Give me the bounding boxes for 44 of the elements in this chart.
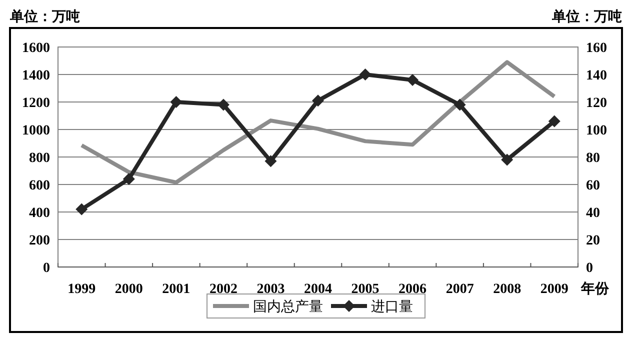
point (359, 68, 372, 80)
point (501, 154, 514, 166)
x-tick-label: 2000 (114, 282, 143, 297)
y-tick-label: 600 (29, 178, 50, 194)
point (264, 155, 277, 168)
y2-axis-title: 单位：万吨 (551, 9, 622, 25)
y2-tick-label: 120 (586, 96, 607, 111)
x-tick-label: 1999 (68, 282, 96, 297)
legend-label: 进口量 (371, 299, 413, 315)
y2-tick-label: 60 (586, 178, 600, 194)
point (312, 94, 324, 107)
legend-label: 国内总产量 (253, 299, 323, 315)
y2-tick-label: 40 (586, 206, 600, 221)
x-tick-label: 2004 (304, 282, 332, 297)
y2-tick-label: 140 (586, 68, 607, 84)
x-tick-label: 2002 (209, 282, 238, 297)
x-tick-label: 2001 (162, 282, 190, 297)
y-tick-label: 1200 (22, 96, 50, 111)
y2-tick-label: 80 (586, 151, 600, 166)
point (548, 115, 560, 128)
point (170, 96, 182, 108)
y-tick-label: 400 (29, 206, 50, 221)
point (76, 203, 88, 216)
x-tick-label: 2008 (493, 282, 522, 297)
x-tick-label: 2005 (351, 282, 380, 297)
x-tick-label: 2003 (256, 282, 285, 297)
y2-tick-label: 160 (586, 41, 607, 56)
y-tick-label: 1000 (22, 124, 50, 138)
y2-tick-label: 100 (586, 124, 607, 138)
y-tick-label: 0 (43, 261, 50, 276)
point (122, 173, 135, 185)
y2-tick-label: 0 (586, 261, 593, 276)
x-tick-label: 2007 (446, 282, 474, 297)
y-tick-label: 1400 (22, 68, 50, 84)
x-tick-label: 2006 (398, 282, 427, 297)
x-tick-label: 2009 (540, 282, 568, 297)
y-axis-title: 单位：万吨 (9, 9, 80, 25)
y-tick-label: 1600 (22, 41, 50, 56)
y-tick-label: 200 (29, 234, 50, 248)
y2-tick-label: 20 (586, 234, 600, 248)
x-axis-title: 年份 (580, 281, 610, 297)
y-tick-label: 800 (29, 151, 50, 166)
point (454, 98, 466, 111)
point (406, 74, 419, 86)
